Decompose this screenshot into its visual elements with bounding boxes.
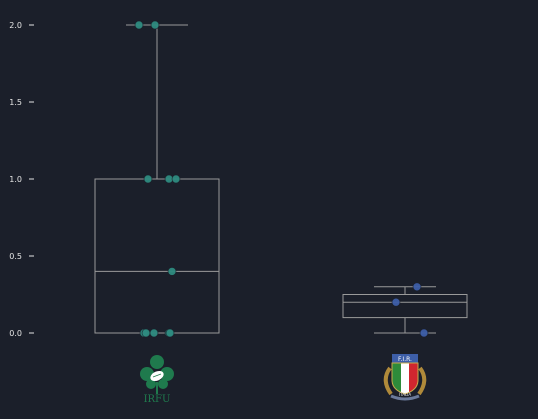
- data-point: [165, 328, 175, 338]
- ireland-logo-text: IRFU: [144, 394, 171, 405]
- y-tick-label: 1.0: [9, 175, 22, 184]
- italy-logo-bottom-text: ITALIA: [399, 392, 411, 397]
- ireland-logo: IRFU: [140, 355, 174, 405]
- box-iqr: [94, 178, 220, 334]
- italy-logo: F.I.R. ITALIA: [383, 354, 427, 401]
- box-group-italy: [342, 282, 468, 338]
- y-tick-label: 1.5: [9, 98, 22, 107]
- box-group-ireland: [94, 20, 220, 338]
- data-point: [141, 328, 151, 338]
- italy-logo-top-text: F.I.R.: [398, 356, 412, 363]
- data-point: [419, 328, 429, 338]
- data-point: [412, 282, 422, 292]
- box-plot-area: [94, 20, 468, 338]
- y-tick-label: 0.0: [9, 329, 22, 338]
- laurel-icon: [383, 366, 427, 401]
- y-tick-label: 0.5: [9, 252, 22, 261]
- y-axis: 0.0 0.5 1.0 1.5 2.0: [9, 21, 34, 338]
- shamrock-rugby-ball-icon: [140, 355, 174, 394]
- data-point: [143, 174, 153, 184]
- y-tick-label: 2.0: [9, 21, 22, 30]
- data-point: [150, 20, 160, 30]
- data-point: [149, 328, 159, 338]
- data-point: [167, 267, 177, 276]
- data-point: [171, 174, 181, 184]
- data-point: [134, 20, 144, 30]
- data-point: [391, 297, 401, 307]
- shield-flag-icon: [391, 354, 419, 395]
- box-iqr: [342, 294, 468, 319]
